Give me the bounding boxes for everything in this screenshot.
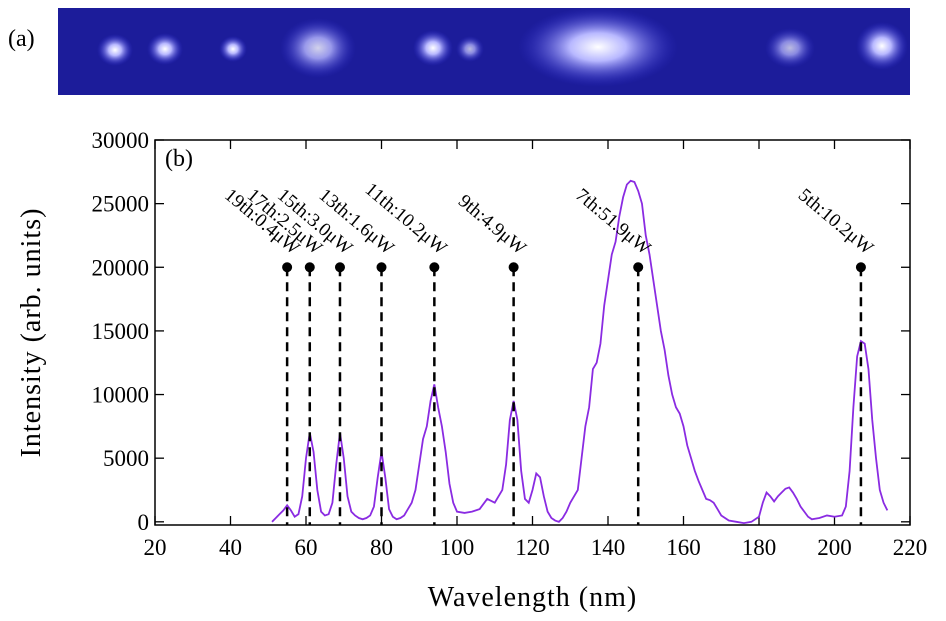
panel-a-image [58,7,910,95]
panel-label: (a) [8,26,35,52]
harmonic-dot [304,262,315,273]
x-tick-label: 160 [666,535,701,560]
x-tick-label: 140 [591,535,626,560]
y-tick-label: 10000 [92,383,150,408]
harmonic-dot [508,262,519,273]
panel-label: (b) [165,146,193,172]
x-tick-label: 60 [295,535,318,560]
harmonic-dot [633,262,644,273]
x-tick-label: 220 [893,535,928,560]
y-tick-label: 30000 [92,128,150,153]
harmonic-label: 9th:4.9μW [454,191,530,259]
x-tick-label: 200 [817,535,852,560]
x-axis-label: Wavelength (nm) [428,582,637,613]
harmonic-dot [282,262,293,273]
spectrum-line [271,179,889,525]
y-tick-label: 15000 [92,319,150,344]
harmonic-label: 5th:10.2μW [794,185,877,260]
harmonic-dot [855,262,866,273]
y-tick-label: 5000 [103,446,149,471]
x-tick-label: 120 [515,535,550,560]
harmonic-dot [429,262,440,273]
y-tick-label: 20000 [92,255,150,280]
x-tick-label: 20 [144,535,167,560]
harmonic-dot [334,262,345,273]
y-axis-label: Intensity (arb. units) [16,208,47,458]
harmonic-dot [376,262,387,273]
x-tick-label: 100 [440,535,475,560]
x-tick-label: 80 [370,535,393,560]
x-tick-label: 40 [219,535,242,560]
y-tick-label: 0 [138,510,150,535]
y-tick-label: 25000 [92,192,150,217]
x-tick-label: 180 [742,535,777,560]
